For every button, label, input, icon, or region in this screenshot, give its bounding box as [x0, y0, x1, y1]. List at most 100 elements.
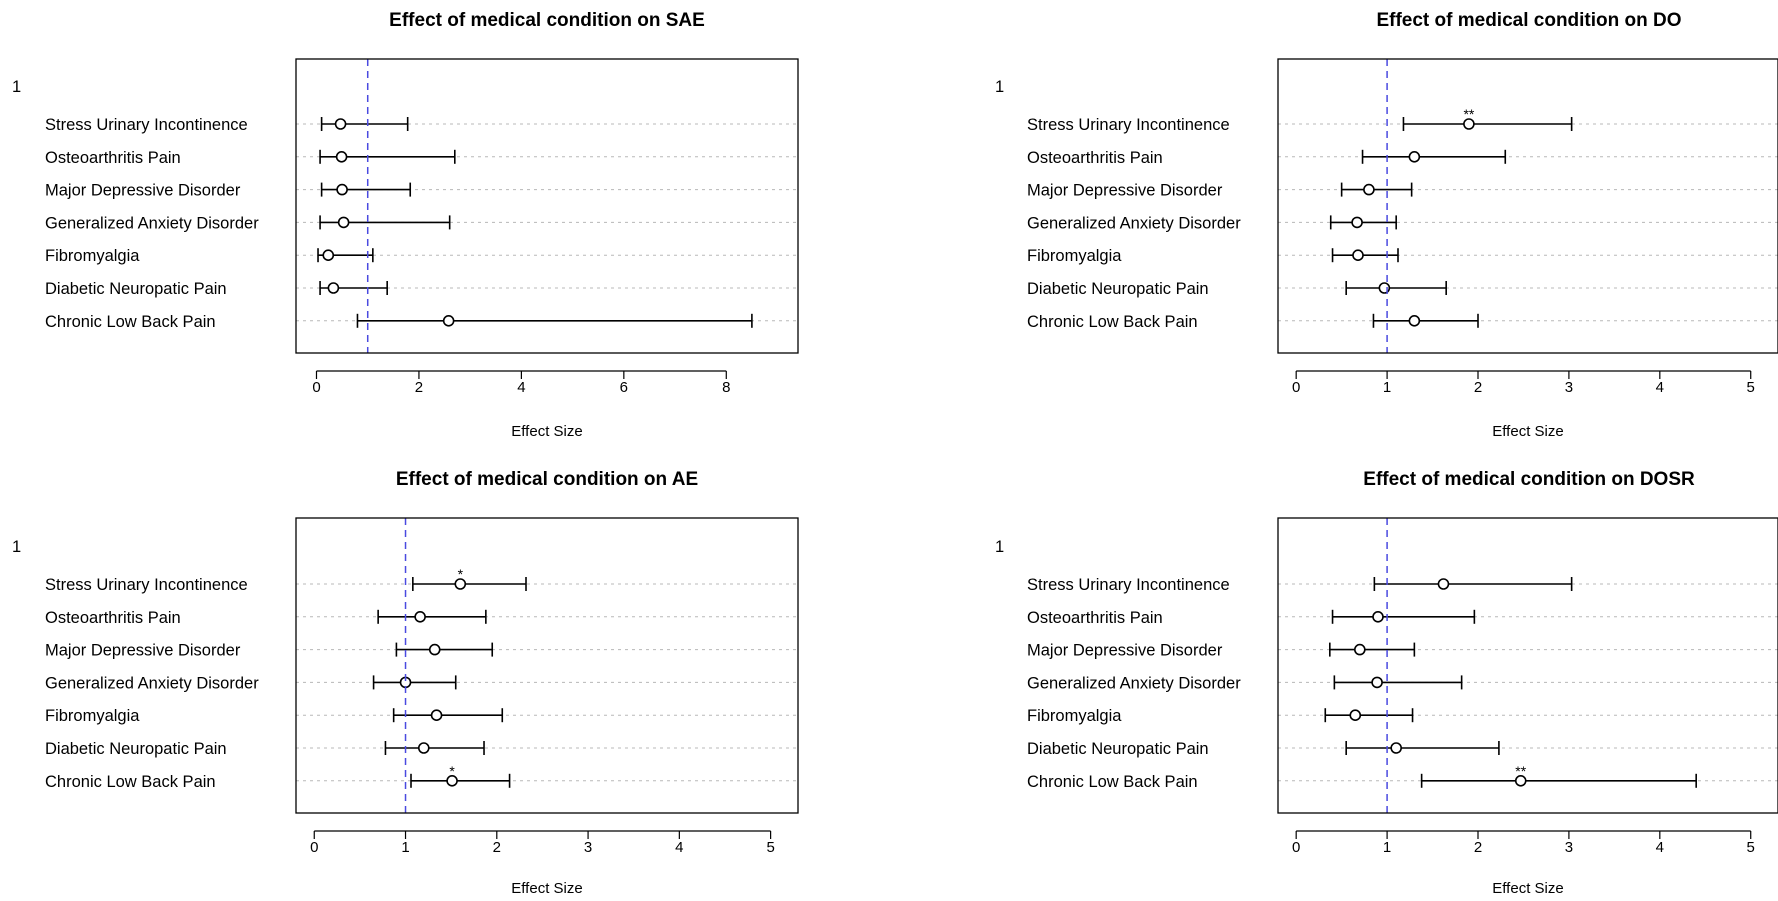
- point-estimate: [417, 742, 430, 754]
- point-estimate: [327, 282, 340, 294]
- x-tick-label: 5: [1747, 839, 1755, 856]
- panel-title: Effect of medical condition on DO: [1376, 10, 1681, 31]
- point-estimate: [1390, 742, 1402, 754]
- x-tick-label: 1: [401, 839, 409, 856]
- panel-2: Effect of medical condition on DO 1 Stress…: [995, 10, 1778, 440]
- category-label: Diabetic Neuropatic Pain: [1027, 280, 1209, 298]
- panel-1: Effect of medical condition on SAE 1 Stres…: [12, 10, 799, 440]
- point-estimate: [337, 216, 350, 229]
- corner-label: 1: [995, 538, 1004, 556]
- category-label: Stress Urinary Incontinence: [45, 116, 248, 134]
- x-axis-label: Effect Size: [1492, 423, 1563, 440]
- x-tick-label: 8: [722, 379, 730, 396]
- point-estimate: [1352, 249, 1364, 261]
- panel-title: Effect of medical condition on AE: [396, 469, 698, 490]
- x-tick-label: 1: [1383, 839, 1391, 856]
- category-label: Stress Urinary Incontinence: [45, 576, 248, 594]
- corner-label: 1: [12, 78, 21, 96]
- category-label: Diabetic Neuropatic Pain: [45, 740, 227, 758]
- x-axis-label: Effect Size: [511, 880, 582, 897]
- category-label: Major Depressive Disorder: [45, 642, 241, 660]
- category-label: Fibromyalgia: [1027, 707, 1122, 725]
- corner-label: 1: [12, 538, 21, 556]
- point-estimate: [1463, 118, 1475, 130]
- category-label: Chronic Low Back Pain: [45, 313, 216, 331]
- category-label: Major Depressive Disorder: [45, 182, 241, 200]
- point-estimate: [428, 643, 441, 656]
- category-label: Generalized Anxiety Disorder: [1027, 674, 1241, 692]
- category-label: Major Depressive Disorder: [1027, 642, 1223, 660]
- x-tick-label: 0: [1292, 379, 1300, 396]
- x-tick-label: 2: [493, 839, 501, 856]
- plot-frame: [295, 517, 799, 814]
- x-tick-label: 4: [675, 839, 683, 856]
- x-tick-label: 3: [1565, 839, 1573, 856]
- point-estimate: [1354, 643, 1366, 656]
- significance-marker: **: [1463, 106, 1474, 122]
- category-label: Chronic Low Back Pain: [45, 773, 216, 791]
- point-estimate: [1408, 151, 1421, 163]
- category-label: Generalized Anxiety Disorder: [45, 214, 259, 232]
- x-tick-label: 2: [1474, 379, 1482, 396]
- category-label: Fibromyalgia: [1027, 247, 1122, 265]
- significance-marker: *: [449, 763, 455, 779]
- x-tick-label: 3: [1565, 379, 1573, 396]
- x-tick-label: 4: [517, 379, 525, 396]
- point-estimate: [1437, 578, 1450, 590]
- point-estimate: [1372, 610, 1384, 623]
- point-estimate: [430, 709, 443, 722]
- point-estimate: [335, 151, 348, 163]
- point-estimate: [414, 610, 426, 623]
- category-label: Stress Urinary Incontinence: [1027, 576, 1230, 594]
- category-label: Diabetic Neuropatic Pain: [45, 280, 227, 298]
- x-tick-label: 0: [310, 839, 318, 856]
- panel-4: Effect of medical condition on DOSR 1 Stre…: [995, 469, 1778, 897]
- category-label: Chronic Low Back Pain: [1027, 313, 1198, 331]
- point-estimate: [446, 774, 458, 787]
- point-estimate: [336, 183, 348, 196]
- point-estimate: [1351, 216, 1363, 229]
- point-estimate: [1349, 709, 1362, 722]
- x-tick-label: 3: [584, 839, 592, 856]
- point-estimate: [322, 249, 335, 261]
- x-axis-label: Effect Size: [511, 423, 582, 440]
- x-tick-label: 5: [1747, 379, 1755, 396]
- plot-frame: [1277, 58, 1778, 354]
- x-tick-label: 1: [1383, 379, 1391, 396]
- significance-marker: **: [1515, 763, 1526, 779]
- point-estimate: [1378, 282, 1391, 294]
- category-label: Osteoarthritis Pain: [45, 149, 181, 167]
- point-estimate: [454, 578, 467, 590]
- category-label: Fibromyalgia: [45, 247, 140, 265]
- x-tick-label: 2: [1474, 839, 1482, 856]
- category-label: Major Depressive Disorder: [1027, 182, 1223, 200]
- point-estimate: [442, 314, 455, 327]
- category-label: Osteoarthritis Pain: [1027, 149, 1163, 167]
- x-axis-label: Effect Size: [1492, 880, 1563, 897]
- category-label: Chronic Low Back Pain: [1027, 773, 1198, 791]
- point-estimate: [334, 118, 347, 130]
- category-label: Generalized Anxiety Disorder: [1027, 214, 1241, 232]
- panel-title: Effect of medical condition on DOSR: [1363, 469, 1695, 490]
- category-label: Generalized Anxiety Disorder: [45, 674, 259, 692]
- x-tick-label: 6: [620, 379, 628, 396]
- x-tick-label: 4: [1656, 839, 1664, 856]
- plot-frame: [1277, 517, 1778, 814]
- category-label: Fibromyalgia: [45, 707, 140, 725]
- x-tick-label: 0: [312, 379, 320, 396]
- panel-3: Effect of medical condition on AE 1 Stress…: [12, 469, 799, 897]
- category-label: Osteoarthritis Pain: [1027, 609, 1163, 627]
- point-estimate: [1371, 676, 1383, 689]
- significance-marker: *: [458, 566, 464, 582]
- point-estimate: [1514, 774, 1527, 787]
- x-tick-label: 2: [415, 379, 423, 396]
- category-label: Osteoarthritis Pain: [45, 609, 181, 627]
- corner-label: 1: [995, 78, 1004, 96]
- category-label: Stress Urinary Incontinence: [1027, 116, 1230, 134]
- point-estimate: [1408, 314, 1421, 327]
- panel-title: Effect of medical condition on SAE: [389, 10, 705, 31]
- x-tick-label: 0: [1292, 839, 1300, 856]
- category-label: Diabetic Neuropatic Pain: [1027, 740, 1209, 758]
- point-estimate: [1363, 183, 1375, 196]
